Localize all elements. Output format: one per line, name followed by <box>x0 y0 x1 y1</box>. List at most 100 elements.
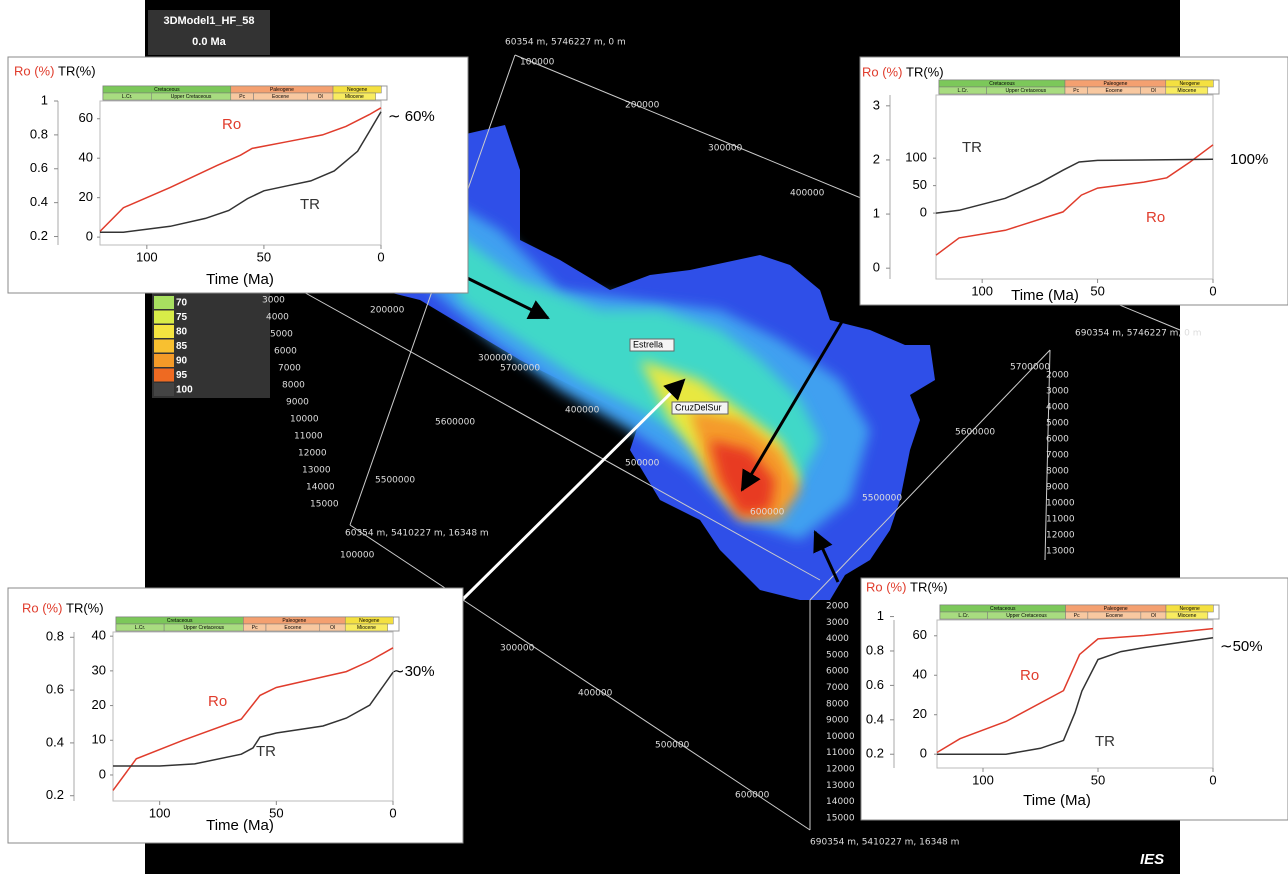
strat-epoch <box>344 623 388 632</box>
strat-epoch-label: Eocene <box>284 625 301 631</box>
axis-label: 600000 <box>735 791 770 801</box>
y2-tick-label: 10 <box>92 732 106 747</box>
logo: IES <box>1140 851 1164 868</box>
y2-tick-label: 20 <box>92 697 106 712</box>
y2-tick-label: 60 <box>79 110 93 125</box>
y2-tick-label: 40 <box>92 628 106 643</box>
series-label: Ro <box>222 116 241 133</box>
series-label: Ro <box>208 693 227 710</box>
x-tick-label: 50 <box>1091 772 1105 787</box>
axis-label: 5700000 <box>500 364 540 374</box>
axis-label: 5600000 <box>435 418 475 428</box>
x-tick-label: 50 <box>1090 283 1104 298</box>
depth-label: 13000 <box>302 466 331 476</box>
legend-swatch <box>154 310 174 324</box>
axis-label: 5500000 <box>862 494 902 504</box>
depth-label: 10000 <box>826 732 855 742</box>
strat-epoch-label: Upper Cretaceous <box>1006 88 1047 94</box>
depth-label: 7000 <box>826 683 849 693</box>
y-axis-title: Ro (%) <box>22 600 62 615</box>
y2-tick-label: 0 <box>920 746 927 761</box>
y-tick-label: 0.6 <box>30 160 48 175</box>
depth-label: 5000 <box>270 330 293 340</box>
depth-label: 4000 <box>266 313 289 323</box>
series-label: TR <box>1095 733 1115 750</box>
x-axis-title: Time (Ma) <box>1011 287 1079 304</box>
legend-label: 70 <box>176 298 188 309</box>
annotation: ∼30% <box>392 663 435 680</box>
strat-epoch-label: Eocene <box>1106 613 1123 619</box>
y2-tick-label: 20 <box>913 706 927 721</box>
strat-epoch-label: Eocene <box>1106 88 1123 94</box>
model-surface <box>360 125 935 600</box>
legend-swatch <box>154 354 174 367</box>
series-line <box>935 158 1214 214</box>
series-line <box>113 671 394 767</box>
strat-epoch-label: Ol <box>1151 88 1156 94</box>
strat-epoch-label: Miocene <box>1177 88 1196 94</box>
box-edge <box>349 524 811 831</box>
depth-label: 12000 <box>298 449 327 459</box>
well-label: CruzDelSur <box>675 402 722 412</box>
y2-axis-title: TR(%) <box>66 600 104 615</box>
strat-epoch-label: Eocene <box>272 94 289 100</box>
series-line <box>935 144 1214 256</box>
y-tick-label: 0.4 <box>30 194 48 209</box>
strat-period-label: Neogene <box>359 618 380 624</box>
y-tick-label: 0.4 <box>46 734 64 749</box>
x-axis-title: Time (Ma) <box>1023 792 1091 809</box>
x-tick-label: 100 <box>149 805 171 820</box>
legend-label: 90 <box>176 356 188 367</box>
well-label-box <box>629 338 675 352</box>
plot-area <box>112 631 394 802</box>
strat-period-label: Cretaceous <box>154 87 180 93</box>
y-tick-label: 0.6 <box>46 682 64 697</box>
box-edge <box>299 289 821 581</box>
axis-label: 400000 <box>790 189 825 199</box>
y-tick-label: 0.8 <box>46 629 64 644</box>
inset-chart: Cretaceous Paleogene Neogene L.Cr. Upper Cre… <box>7 587 464 844</box>
axis-label: 500000 <box>655 741 690 751</box>
legend-label: 100 <box>176 385 193 396</box>
plot-area <box>935 94 1214 280</box>
axis-label: 5500000 <box>375 476 415 486</box>
depth-label: 10000 <box>1046 499 1075 509</box>
y-tick-label: 1 <box>877 608 884 623</box>
strat-epoch-label: Upper Cretaceous <box>1006 613 1047 619</box>
depth-label: 3000 <box>1046 387 1069 397</box>
depth-label: 6000 <box>1046 435 1069 445</box>
depth-label: 6000 <box>274 347 297 357</box>
x-tick-label: 50 <box>269 805 283 820</box>
axis-label: 300000 <box>478 354 513 364</box>
y2-tick-label: 30 <box>92 662 106 677</box>
strat-epoch-label: Upper Cretaceous <box>171 94 212 100</box>
depth-label: 4000 <box>826 634 849 644</box>
depth-label: 5000 <box>1046 419 1069 429</box>
inset-chart: Cretaceous Paleogene Neogene L.Cr. Upper Cre… <box>860 577 1288 821</box>
series-label: TR <box>256 743 276 760</box>
depth-label: 7000 <box>278 364 301 374</box>
x-tick-label: 0 <box>1209 283 1216 298</box>
strat-period-label: Cretaceous <box>167 618 193 624</box>
series-label: Ro <box>1146 209 1165 226</box>
axis-label: 600000 <box>750 508 785 518</box>
series-label: Ro <box>1020 667 1039 684</box>
strat-epoch-label: Pc <box>1074 613 1080 619</box>
x-tick-label: 100 <box>971 283 993 298</box>
x-tick-label: 0 <box>389 805 396 820</box>
y-tick-label: 0.8 <box>866 642 884 657</box>
strat-epoch-label: L.Cr. <box>958 88 969 94</box>
model-time: 0.0 Ma <box>192 36 227 48</box>
strat-epoch <box>332 92 376 101</box>
y2-tick-label: 0 <box>920 205 927 220</box>
axis-label: 400000 <box>565 406 600 416</box>
y-tick-label: 0 <box>873 260 880 275</box>
x-tick-label: 50 <box>257 249 271 264</box>
axis-label: 100000 <box>520 58 555 68</box>
strat-epoch-label: Pc <box>239 94 245 100</box>
strat-epoch-label: Pc <box>1073 88 1079 94</box>
depth-label: 7000 <box>1046 451 1069 461</box>
strat-period-label: Cretaceous <box>989 81 1015 87</box>
depth-label: 4000 <box>1046 403 1069 413</box>
